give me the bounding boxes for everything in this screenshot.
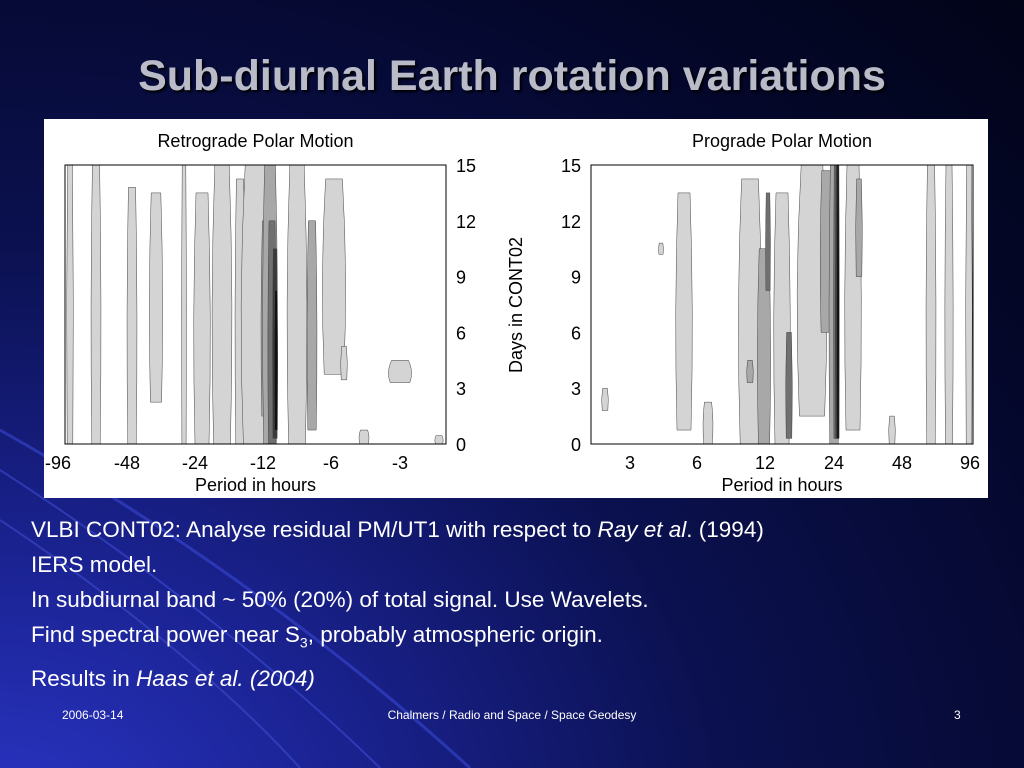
body-line-2: IERS model. <box>31 552 158 577</box>
retrograde-contour-band-20 <box>434 435 444 445</box>
retrograde-contour-band-16 <box>322 178 346 375</box>
retrograde-y-tick-label-15: 15 <box>456 156 476 176</box>
prograde-contour-band-3 <box>702 401 714 445</box>
prograde-contour-band-0 <box>601 387 609 411</box>
retrograde-x-tick-label-4: -6 <box>323 453 339 473</box>
slide-body: VLBI CONT02: Analyse residual PM/UT1 wit… <box>31 512 991 696</box>
body-line-1: VLBI CONT02: Analyse residual PM/UT1 wit… <box>31 512 991 547</box>
retrograde-contour-band-17 <box>340 346 348 381</box>
retrograde-contour-band-4 <box>181 164 187 445</box>
retrograde-contour-band-14 <box>286 164 308 445</box>
prograde-x-tick-label-2: 12 <box>755 453 775 473</box>
slide-title: Sub-diurnal Earth rotation variations <box>138 52 886 100</box>
citation-ray: Ray et al <box>597 517 687 542</box>
prograde-y-tick-label-9: 9 <box>571 268 581 288</box>
prograde-contour-band-15 <box>836 164 840 439</box>
prograde-y-tick-label-6: 6 <box>571 323 581 343</box>
retrograde-x-tick-label-5: -3 <box>392 453 408 473</box>
prograde-x-tick-label-0: 3 <box>625 453 635 473</box>
body-line-5-text: Results in <box>31 665 137 691</box>
prograde-chart-title: Prograde Polar Motion <box>692 131 872 151</box>
prograde-contour-band-9 <box>785 332 793 439</box>
retrograde-contour-band-2 <box>126 187 138 445</box>
prograde-x-tick-label-5: 96 <box>960 453 980 473</box>
retrograde-plot-frame <box>64 164 447 445</box>
footer-date: 2006-03-14 <box>62 708 124 722</box>
prograde-plot-frame <box>590 164 974 445</box>
retrograde-y-tick-label-6: 6 <box>456 323 466 343</box>
s3-subscript: 3 <box>299 634 308 651</box>
prograde-y-tick-label-15: 15 <box>561 156 581 176</box>
citation-haas: Haas et al. (2004) <box>136 665 315 691</box>
prograde-x-tick-label-4: 48 <box>892 453 912 473</box>
retrograde-contour-band-3 <box>149 192 163 403</box>
prograde-x-tick-label-1: 6 <box>692 453 702 473</box>
retrograde-contour-band-19 <box>358 429 370 445</box>
retrograde-contour-band-0 <box>66 164 74 445</box>
prograde-y-tick-label-12: 12 <box>561 212 581 232</box>
retrograde-x-tick-label-0: -96 <box>45 453 71 473</box>
body-line-5: Results in Haas et al. (2004) <box>31 661 991 696</box>
retrograde-y-tick-label-3: 3 <box>456 379 466 399</box>
y-axis-label: Days in CONT02 <box>506 237 526 373</box>
footer-affiliation: Chalmers / Radio and Space / Space Geode… <box>387 708 637 722</box>
retrograde-chart-title: Retrograde Polar Motion <box>157 131 353 151</box>
prograde-y-tick-label-0: 0 <box>571 435 581 455</box>
footer-page-number: 3 <box>954 708 961 722</box>
retrograde-y-tick-label-0: 0 <box>456 435 466 455</box>
body-line-4-text: Find spectral power near S <box>31 622 300 647</box>
body-line-3: In subdiurnal band ~ 50% (20%) of total … <box>31 587 649 612</box>
retrograde-x-tick-label-1: -48 <box>114 453 140 473</box>
wavelet-plots: Retrograde Polar Motion 0 3 6 9 12 15 -96 -48 -24… <box>45 131 980 495</box>
prograde-contour-band-1 <box>658 242 664 255</box>
wavelet-figure: Retrograde Polar Motion 0 3 6 9 12 15 -96 -48 -24… <box>44 119 988 498</box>
retrograde-contour-band-15 <box>306 220 318 431</box>
retrograde-contour-band-13 <box>274 290 278 431</box>
prograde-contour-band-18 <box>888 415 896 445</box>
prograde-y-tick-label-3: 3 <box>571 379 581 399</box>
prograde-contour-band-2 <box>675 192 693 431</box>
retrograde-x-tick-label-3: -12 <box>250 453 276 473</box>
retrograde-contour-band-6 <box>211 164 233 445</box>
prograde-contour-band-7 <box>746 360 754 383</box>
prograde-contour-band-21 <box>965 164 973 445</box>
retrograde-x-axis-label: Period in hours <box>195 475 316 495</box>
retrograde-y-tick-label-9: 9 <box>456 268 466 288</box>
body-line-1-text: VLBI CONT02: Analyse residual PM/UT1 wit… <box>31 517 598 542</box>
prograde-contour-band-6 <box>765 192 771 291</box>
prograde-contour-band-20 <box>944 164 954 445</box>
prograde-contour-band-17 <box>855 178 863 277</box>
retrograde-y-tick-label-12: 12 <box>456 212 476 232</box>
prograde-x-tick-label-3: 24 <box>824 453 844 473</box>
retrograde-contour-band-1 <box>90 164 102 445</box>
prograde-contour-band-19 <box>925 164 937 445</box>
retrograde-contour-band-5 <box>193 192 211 445</box>
body-line-1-year: . (1994) <box>686 517 764 542</box>
body-line-4: Find spectral power near S3, probably at… <box>31 617 991 661</box>
body-line-4-rest: , probably atmospheric origin. <box>307 622 603 647</box>
retrograde-x-tick-label-2: -24 <box>182 453 208 473</box>
prograde-x-axis-label: Period in hours <box>721 475 842 495</box>
retrograde-contour-band-18 <box>388 360 412 383</box>
